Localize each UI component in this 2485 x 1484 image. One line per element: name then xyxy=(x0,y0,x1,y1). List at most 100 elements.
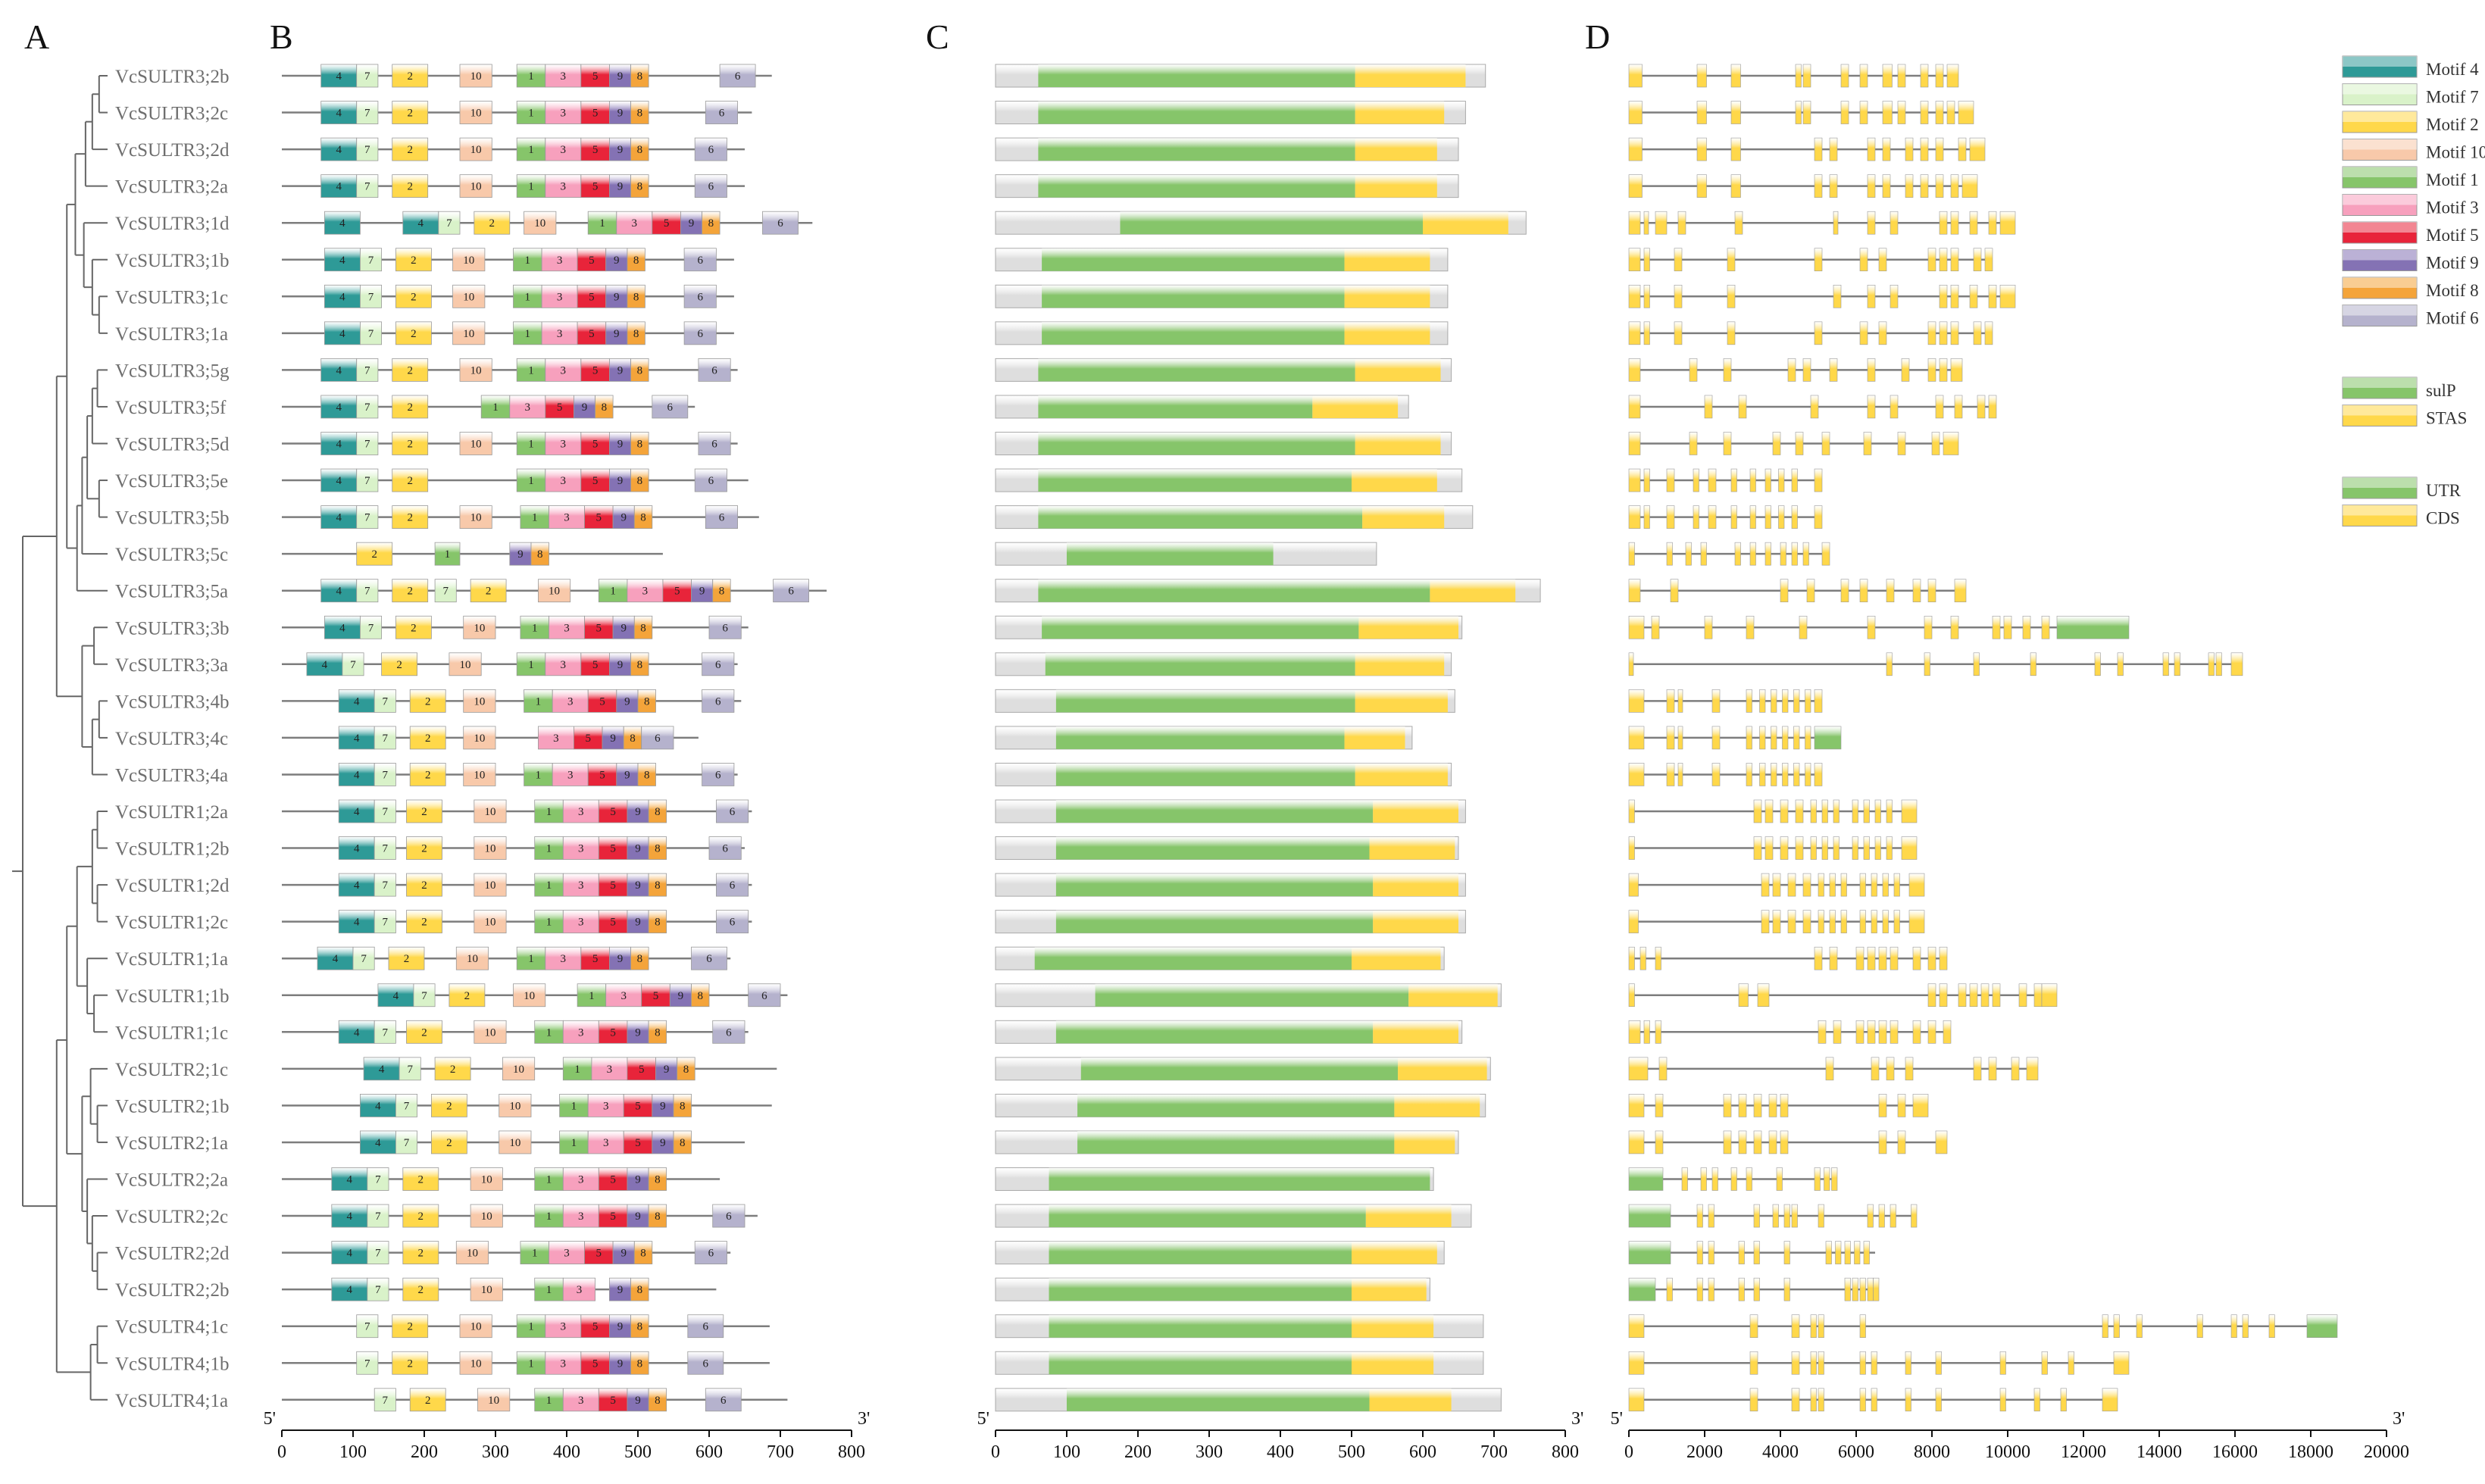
motif-2-box xyxy=(470,579,507,603)
motif-number: 5 xyxy=(592,144,599,156)
motif-6-box xyxy=(683,248,717,272)
cds-box xyxy=(1787,910,1796,933)
cds-box xyxy=(1628,284,1641,308)
motif-number: 8 xyxy=(655,1174,661,1186)
motif-7-box xyxy=(367,1277,389,1301)
cds-box xyxy=(1730,468,1737,492)
cds-box xyxy=(1746,615,1755,639)
motif-number: 7 xyxy=(364,108,370,120)
cds-box xyxy=(1730,64,1741,88)
motif-9-box xyxy=(609,652,632,676)
motif-number: 10 xyxy=(481,1211,492,1223)
motif-number: 9 xyxy=(614,328,620,340)
cds-box xyxy=(1677,726,1683,750)
motif-5-box xyxy=(577,248,607,272)
cds-box xyxy=(1753,1241,1760,1264)
cds-box xyxy=(1791,505,1798,529)
motif-2-box xyxy=(381,652,418,676)
cds-box xyxy=(1780,836,1789,860)
cds-box xyxy=(1628,689,1645,713)
utr-box xyxy=(1814,726,1842,750)
motif-number: 10 xyxy=(470,70,482,83)
motif-number: 4 xyxy=(347,1211,353,1223)
motif-10-box xyxy=(499,1130,532,1154)
motif-1-box xyxy=(516,64,546,88)
motif-number: 6 xyxy=(722,843,728,855)
motif-number: 8 xyxy=(633,255,639,267)
motif-number: 6 xyxy=(722,622,728,634)
motif-number: 7 xyxy=(446,217,452,230)
legend-swatch-shine xyxy=(2343,305,2417,316)
tick-label: 6000 xyxy=(1838,1442,1874,1462)
cds-box xyxy=(1791,468,1798,492)
cds-box xyxy=(1780,1094,1789,1117)
tick-label: 600 xyxy=(1409,1442,1436,1462)
motif-number: 2 xyxy=(418,1211,424,1223)
cds-box xyxy=(1897,101,1906,124)
motif-1-box xyxy=(516,468,546,492)
cds-box xyxy=(1833,1020,1842,1044)
motif-number: 1 xyxy=(546,1284,552,1296)
cds-box xyxy=(1859,910,1866,933)
motif-number: 8 xyxy=(655,1026,661,1039)
motif-number: 3 xyxy=(578,1211,584,1223)
cds-box xyxy=(1795,836,1804,860)
cds-box xyxy=(1666,726,1675,750)
motif-number: 4 xyxy=(336,70,342,83)
cds-box xyxy=(1950,211,1959,235)
motif-number: 2 xyxy=(418,1174,424,1186)
legend-swatch-shine xyxy=(2343,277,2417,288)
motif-10-box xyxy=(459,174,492,198)
cds-box xyxy=(2230,1314,2237,1338)
motif-6-box xyxy=(694,174,727,198)
motif-3-box xyxy=(545,468,582,492)
cds-box xyxy=(1818,1314,1824,1338)
tick-label: 600 xyxy=(695,1442,723,1462)
cds-box xyxy=(1628,652,1634,676)
sulp-domain xyxy=(1038,432,1355,455)
gene-label: VcSULTR3;4c xyxy=(115,729,228,749)
motif-8-box xyxy=(630,64,649,88)
cds-box xyxy=(1867,174,1876,198)
axis-d: 0 2000 4000 6000 8000 10000 12000 14000 16000 180… xyxy=(1611,1409,2409,1462)
motif-number: 1 xyxy=(528,144,534,156)
motif-8-box xyxy=(630,358,649,382)
motif-number: 1 xyxy=(528,475,534,487)
axis-start-label: 5' xyxy=(264,1409,276,1429)
motif-4-box xyxy=(324,321,361,345)
motif-number: 5 xyxy=(610,1174,616,1186)
gene-label: VcSULTR2;2d xyxy=(115,1244,230,1264)
cds-box xyxy=(1939,946,1948,970)
motif-number: 10 xyxy=(481,1174,492,1186)
motif-number: 4 xyxy=(336,475,342,487)
cds-box xyxy=(1814,468,1823,492)
cds-box xyxy=(1628,542,1635,566)
cds-box xyxy=(1980,983,1990,1008)
motif-2-box xyxy=(395,321,432,345)
motif-7-box xyxy=(374,873,396,897)
cds-box xyxy=(1882,64,1893,88)
motif-7-box xyxy=(359,284,382,308)
cds-box xyxy=(1859,579,1868,603)
motif-3-box xyxy=(545,137,582,161)
motif-number: 1 xyxy=(610,586,616,598)
motif-2-box xyxy=(409,763,446,786)
sulp-domain xyxy=(1045,652,1355,676)
motif-6-box xyxy=(702,763,735,786)
motif-2-box xyxy=(392,395,429,419)
motif-10-box xyxy=(455,1241,489,1264)
motif-1-box xyxy=(520,615,549,639)
motif-7-box xyxy=(356,358,379,382)
motif-3-box xyxy=(545,358,582,382)
motif-number: 7 xyxy=(364,512,370,524)
motif-6-box xyxy=(702,652,735,676)
cds-box xyxy=(1708,468,1717,492)
tick-label: 800 xyxy=(1552,1442,1579,1462)
cds-box xyxy=(1787,873,1796,897)
stas-domain xyxy=(1344,248,1430,271)
cds-box xyxy=(1911,1204,1918,1228)
cds-box xyxy=(1912,1094,1929,1117)
motif-number: 6 xyxy=(698,255,704,267)
cds-box xyxy=(1783,1241,1790,1264)
cds-box xyxy=(1628,579,1641,603)
